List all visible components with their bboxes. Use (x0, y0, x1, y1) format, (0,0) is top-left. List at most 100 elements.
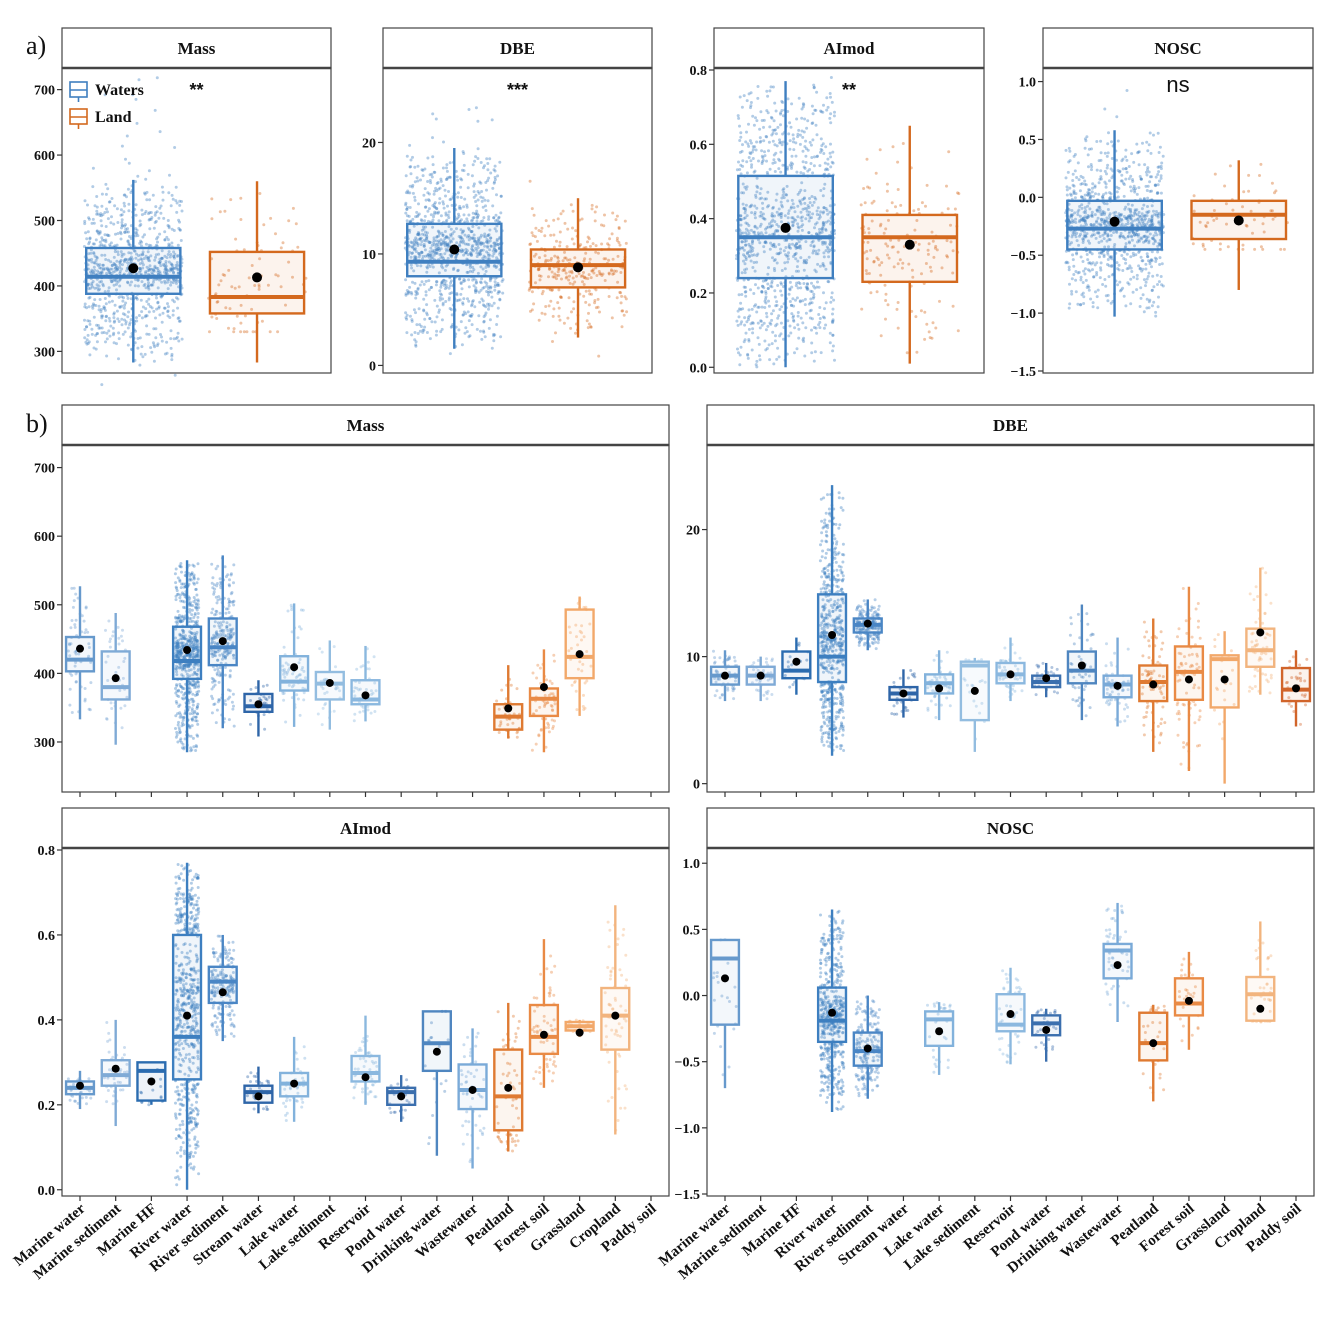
data-point (119, 232, 123, 236)
data-point (487, 307, 490, 311)
data-point (108, 319, 112, 323)
data-point (758, 354, 761, 358)
data-point (776, 284, 780, 287)
data-point (766, 324, 770, 328)
data-point (607, 295, 611, 298)
data-point (148, 198, 152, 202)
data-point (624, 241, 628, 245)
data-point (133, 284, 137, 288)
data-point (147, 332, 151, 336)
data-point (83, 302, 87, 306)
data-point (119, 634, 123, 638)
data-point (122, 201, 126, 205)
data-point (595, 205, 599, 209)
mean-dot (1233, 215, 1244, 226)
data-point (404, 211, 408, 215)
data-point (167, 250, 171, 254)
data-point (1145, 252, 1149, 256)
data-point (424, 198, 428, 202)
data-point (816, 280, 819, 284)
data-point (168, 173, 171, 177)
data-point (177, 339, 181, 343)
data-point (483, 335, 487, 339)
data-point (439, 285, 443, 289)
data-point (482, 330, 486, 334)
data-point (170, 352, 174, 356)
data-point (448, 352, 452, 356)
data-point (138, 224, 142, 228)
data-point (100, 326, 104, 330)
data-point (896, 160, 900, 164)
data-point (140, 310, 144, 314)
data-point (548, 288, 552, 292)
data-point (167, 226, 171, 230)
data-point (806, 119, 810, 123)
data-point (176, 306, 180, 310)
data-point (112, 311, 116, 315)
data-point (1129, 255, 1133, 259)
data-point (127, 243, 131, 247)
data-point (1131, 290, 1135, 294)
data-point (147, 297, 151, 301)
data-point (476, 147, 480, 151)
data-point (796, 132, 800, 136)
data-point (1142, 310, 1146, 314)
data-point (143, 352, 147, 356)
data-point (86, 203, 89, 207)
data-point (570, 310, 573, 314)
data-point (96, 212, 100, 216)
data-point (251, 330, 255, 334)
data-point (405, 214, 409, 218)
data-point (128, 243, 132, 247)
data-point (1072, 273, 1076, 276)
data-point (164, 264, 168, 268)
data-point (413, 195, 417, 199)
data-point (113, 269, 117, 273)
data-point (473, 159, 477, 163)
data-point (423, 219, 427, 223)
data-point (776, 125, 780, 129)
data-point (100, 314, 104, 318)
data-point (93, 261, 97, 265)
data-point (174, 199, 178, 203)
data-point (1105, 172, 1108, 176)
chart-a-NOSC: NOSC−1.5−1.0−0.50.00.51.0 ns (1011, 27, 1314, 380)
data-point (411, 191, 415, 195)
data-point (552, 307, 556, 311)
data-point (617, 241, 621, 244)
data-point (1137, 163, 1141, 167)
data-point (135, 232, 139, 235)
data-point (152, 359, 156, 363)
data-point (491, 186, 495, 190)
data-point (1081, 281, 1085, 284)
data-point (1147, 271, 1151, 275)
data-point (172, 300, 176, 304)
data-point (470, 174, 474, 178)
data-point (127, 202, 131, 206)
data-point (97, 284, 101, 288)
data-point (434, 283, 438, 287)
data-point (93, 254, 97, 258)
data-point (169, 253, 173, 256)
data-point (1132, 160, 1136, 164)
data-point (1071, 258, 1075, 262)
data-point (830, 296, 833, 299)
data-point (598, 310, 601, 314)
data-point (95, 262, 99, 266)
data-point (492, 339, 496, 343)
data-point (144, 314, 148, 318)
data-point (119, 706, 123, 710)
data-point (178, 199, 182, 203)
data-point (125, 266, 129, 270)
data-point (455, 292, 459, 295)
data-point (554, 331, 557, 335)
data-point (934, 326, 938, 330)
data-point (1105, 166, 1109, 170)
data-point (87, 287, 91, 291)
data-point (177, 226, 181, 230)
data-point (744, 331, 748, 335)
data-point (68, 703, 72, 707)
data-point (232, 330, 236, 334)
data-point (109, 637, 112, 641)
data-point (107, 619, 111, 623)
